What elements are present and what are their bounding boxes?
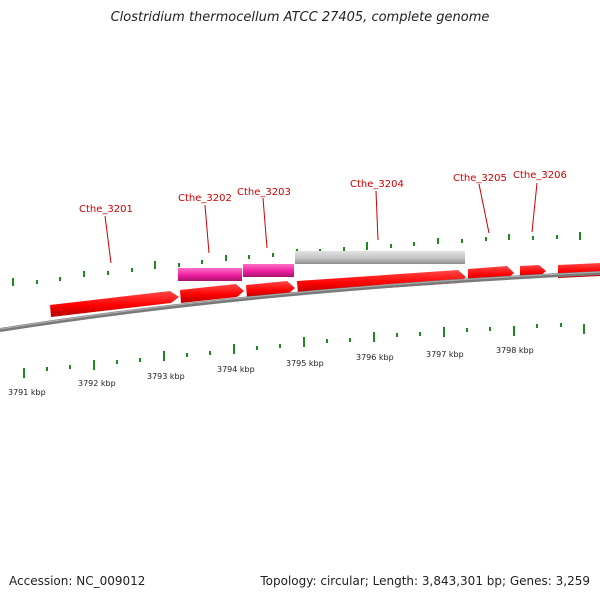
scale-label-3795: 3795 kbp: [286, 359, 324, 368]
scale-label-3792: 3792 kbp: [78, 379, 116, 388]
gene-labels: Cthe_3201 Cthe_3202 Cthe_3203 Cthe_3204 …: [79, 170, 567, 215]
scale-label-3791: 3791 kbp: [8, 388, 46, 397]
gene-label-cthe-3206[interactable]: Cthe_3206: [513, 170, 567, 181]
scale-track: [23, 323, 585, 378]
genome-backbone: [0, 271, 600, 332]
gene-cthe-3202-highlight[interactable]: [178, 268, 242, 281]
upper-tick-track: [12, 232, 581, 286]
gene-cthe-3202-arrow[interactable]: [180, 284, 244, 303]
gene-label-cthe-3204[interactable]: Cthe_3204: [350, 179, 404, 190]
gene-label-cthe-3201[interactable]: Cthe_3201: [79, 204, 133, 215]
scale-label-3797: 3797 kbp: [426, 350, 464, 359]
scale-label-3794: 3794 kbp: [217, 365, 255, 374]
scale-label-3796: 3796 kbp: [356, 353, 394, 362]
gene-cthe-3201-arrow[interactable]: [50, 291, 179, 317]
label-leaders: [104, 182, 538, 264]
scale-labels: 3791 kbp 3792 kbp 3793 kbp 3794 kbp 3795…: [8, 346, 534, 397]
gene-label-cthe-3203[interactable]: Cthe_3203: [237, 187, 291, 198]
gene-label-cthe-3205[interactable]: Cthe_3205: [453, 173, 507, 184]
highlight-track: [178, 251, 465, 281]
scale-label-3798: 3798 kbp: [496, 346, 534, 355]
accession-text: Accession: NC_009012: [9, 574, 146, 588]
genome-summary-text: Topology: circular; Length: 3,843,301 bp…: [260, 574, 590, 588]
map-title: Clostridium thermocellum ATCC 27405, com…: [110, 10, 490, 25]
scale-label-3793: 3793 kbp: [147, 372, 185, 381]
gene-cthe-3204-pseudo[interactable]: [295, 251, 465, 264]
gene-cthe-3203-highlight[interactable]: [243, 264, 294, 277]
gene-label-cthe-3202[interactable]: Cthe_3202: [178, 193, 232, 204]
